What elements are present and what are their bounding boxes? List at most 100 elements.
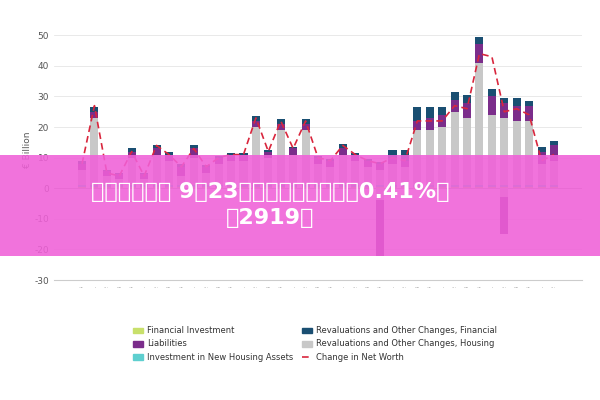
Text: 长治股票配资 9月23日燃油期货收盘上涨0.41%，
报2919元: 长治股票配资 9月23日燃油期货收盘上涨0.41%， 报2919元 (91, 182, 449, 228)
Bar (512, 98, 521, 106)
Bar (326, 159, 334, 161)
Bar (426, 187, 434, 188)
Bar (364, 185, 372, 187)
Bar (550, 187, 558, 188)
Bar (525, 185, 533, 187)
Bar (140, 179, 148, 185)
Bar (451, 100, 458, 112)
Bar (215, 158, 223, 164)
Bar (215, 185, 223, 187)
Bar (78, 170, 86, 185)
Bar (538, 187, 545, 188)
Bar (525, 121, 533, 185)
Bar (178, 176, 185, 185)
Bar (128, 148, 136, 152)
Bar (463, 118, 471, 185)
Bar (339, 154, 347, 185)
Bar (475, 63, 484, 185)
Bar (264, 187, 272, 188)
Bar (239, 154, 248, 161)
Bar (165, 161, 173, 185)
Bar (78, 164, 86, 170)
Bar (202, 187, 210, 188)
Bar (302, 187, 310, 188)
Bar (115, 187, 124, 188)
Bar (239, 187, 248, 188)
Bar (252, 127, 260, 185)
Bar (451, 185, 458, 187)
Bar (550, 141, 558, 146)
Bar (115, 179, 124, 185)
Bar (91, 112, 98, 118)
Bar (339, 185, 347, 187)
Bar (538, 152, 545, 164)
Bar (500, 102, 508, 118)
Bar (525, 106, 533, 121)
Bar (302, 185, 310, 187)
Bar (364, 161, 372, 167)
Bar (364, 167, 372, 185)
Bar (264, 185, 272, 187)
Bar (401, 150, 409, 161)
Bar (426, 130, 434, 185)
Bar (152, 187, 161, 188)
Bar (140, 187, 148, 188)
Bar (252, 185, 260, 187)
Bar (128, 152, 136, 158)
Bar (451, 92, 458, 100)
Bar (475, 44, 484, 63)
Bar (413, 130, 421, 185)
Bar (202, 185, 210, 187)
Bar (165, 152, 173, 154)
Bar (339, 187, 347, 188)
Bar (512, 121, 521, 185)
Bar (227, 153, 235, 154)
Bar (215, 187, 223, 188)
Bar (314, 164, 322, 185)
Bar (277, 124, 285, 130)
Bar (401, 185, 409, 187)
Bar (463, 95, 471, 102)
Bar (277, 185, 285, 187)
Bar (314, 187, 322, 188)
Bar (178, 164, 185, 167)
Bar (314, 185, 322, 187)
Bar (351, 161, 359, 185)
Bar (500, 188, 508, 198)
Bar (538, 147, 545, 152)
Bar (376, 187, 384, 188)
Bar (140, 174, 148, 179)
Bar (314, 156, 322, 158)
Bar (115, 173, 124, 174)
Bar (388, 158, 397, 164)
Bar (152, 154, 161, 185)
Bar (215, 156, 223, 158)
Bar (550, 146, 558, 161)
Bar (215, 164, 223, 185)
Bar (413, 107, 421, 121)
Bar (488, 185, 496, 187)
Bar (451, 187, 458, 188)
Bar (239, 153, 248, 154)
Bar (500, 198, 508, 234)
Bar (488, 89, 496, 96)
Bar (512, 106, 521, 121)
Bar (165, 154, 173, 161)
Bar (103, 172, 111, 176)
Bar (475, 187, 484, 188)
Bar (140, 185, 148, 187)
Bar (376, 200, 384, 256)
Bar (376, 185, 384, 187)
Bar (140, 173, 148, 174)
Bar (277, 130, 285, 185)
Bar (190, 187, 198, 188)
Bar (165, 187, 173, 188)
Bar (401, 161, 409, 167)
Bar (351, 185, 359, 187)
Bar (376, 170, 384, 185)
Bar (388, 164, 397, 185)
Bar (500, 187, 508, 188)
Bar (277, 120, 285, 124)
Bar (289, 147, 297, 148)
Bar (550, 185, 558, 187)
